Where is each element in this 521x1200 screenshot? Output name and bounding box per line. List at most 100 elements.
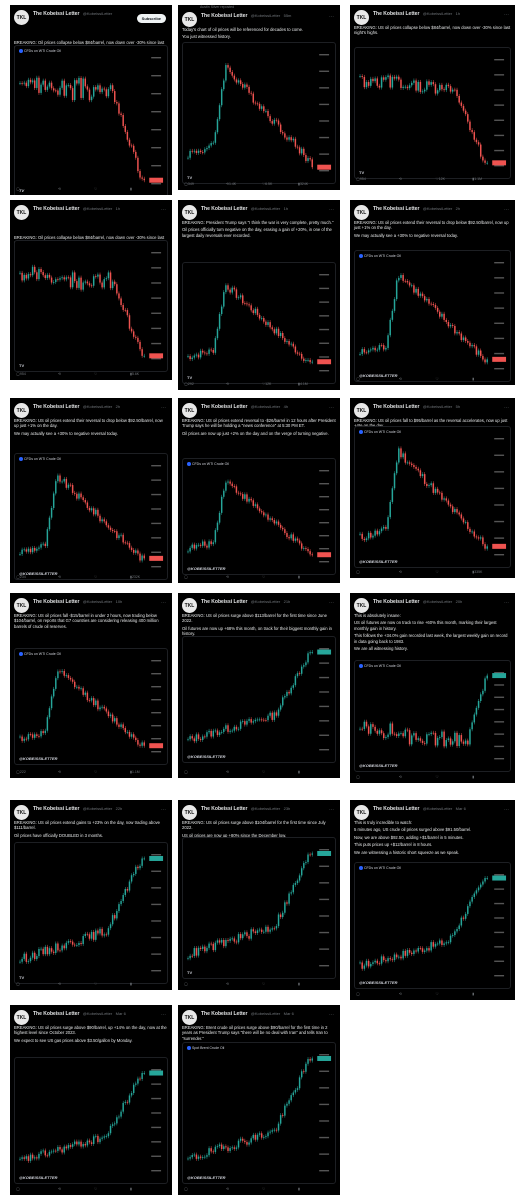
price-chart[interactable]: TV bbox=[182, 42, 336, 184]
more-icon[interactable]: ⋯ bbox=[329, 600, 334, 606]
reply-icon[interactable]: ◯ 292 bbox=[184, 382, 194, 386]
repost-icon[interactable]: ⟲ 1.4K bbox=[226, 182, 237, 186]
repost-icon[interactable]: ⟲ bbox=[398, 992, 402, 996]
avatar[interactable]: TKL bbox=[182, 403, 197, 418]
tweet-card[interactable]: TKL The Kobeissi Letter @KobeissiLetter … bbox=[350, 398, 515, 578]
price-chart[interactable]: CFDs on WTI Crude Oil TV bbox=[14, 45, 168, 195]
reply-icon[interactable]: ◯ 222 bbox=[16, 770, 26, 774]
reply-icon[interactable]: ◯ bbox=[16, 1187, 20, 1191]
repost-icon[interactable]: ⟲ bbox=[398, 775, 402, 779]
repost-icon[interactable]: ⟲ bbox=[58, 982, 61, 986]
repost-icon[interactable]: ⟲ bbox=[226, 1187, 229, 1191]
avatar[interactable]: TKL bbox=[182, 205, 197, 220]
author-name[interactable]: The Kobeissi Letter @KobeissiLetter 20h bbox=[373, 599, 463, 605]
reply-icon[interactable]: ◯ bbox=[184, 575, 188, 579]
like-icon[interactable]: ♡ bbox=[94, 372, 98, 376]
avatar[interactable]: TKL bbox=[182, 805, 197, 820]
author-name[interactable]: The Kobeissi Letter @KobeissiLetter 2h bbox=[33, 404, 121, 410]
price-chart[interactable]: CFDs on WTI Crude Oil @KOBEISSILETTER bbox=[354, 862, 511, 989]
tweet-card[interactable]: TKL The Kobeissi Letter @KobeissiLetter … bbox=[350, 800, 515, 1000]
author-name[interactable]: The Kobeissi Letter @KobeissiLetter 21h bbox=[201, 599, 291, 605]
more-icon[interactable]: ⋯ bbox=[504, 12, 509, 18]
tweet-card[interactable]: TKL The Kobeissi Letter @KobeissiLetter … bbox=[178, 1005, 340, 1195]
like-icon[interactable]: ♡ bbox=[94, 187, 98, 191]
reply-icon[interactable]: ◯ bbox=[356, 775, 360, 779]
reply-icon[interactable]: ◯ 234 bbox=[16, 575, 26, 579]
like-icon[interactable]: ♡ 12K bbox=[262, 382, 272, 386]
views-icon[interactable]: ▮ bbox=[130, 1187, 132, 1191]
author-name[interactable]: The Kobeissi Letter @KobeissiLetter 23h bbox=[201, 806, 291, 812]
more-icon[interactable]: ⋯ bbox=[329, 1012, 334, 1018]
price-chart[interactable]: TV bbox=[354, 47, 511, 179]
avatar[interactable]: TKL bbox=[14, 205, 29, 220]
reply-icon[interactable]: ◯ bbox=[356, 992, 360, 996]
tweet-card[interactable]: TKL The Kobeissi Letter @KobeissiLetter … bbox=[10, 200, 172, 380]
subscribe-button[interactable]: Subscribe bbox=[136, 14, 166, 23]
tweet-card[interactable]: TKL The Kobeissi Letter @KobeissiLetter … bbox=[178, 200, 340, 390]
price-chart[interactable]: CFDs on WTI Crude Oil @KOBEISSILETTER bbox=[354, 426, 511, 568]
reply-icon[interactable]: ◯ bbox=[16, 187, 20, 191]
reply-icon[interactable]: ◯ 954 bbox=[16, 372, 26, 376]
avatar[interactable]: TKL bbox=[182, 598, 197, 613]
avatar[interactable]: TKL bbox=[182, 12, 197, 27]
tweet-card[interactable]: TKL The Kobeissi Letter @KobeissiLetter … bbox=[178, 593, 340, 778]
reply-icon[interactable]: ◯ bbox=[184, 1187, 188, 1191]
price-chart[interactable]: CFDs on WTI Crude Oil @KOBEISSILETTER bbox=[354, 660, 511, 772]
author-name[interactable]: The Kobeissi Letter @KobeissiLetter Mar … bbox=[33, 1011, 126, 1017]
avatar[interactable]: TKL bbox=[354, 805, 369, 820]
views-icon[interactable]: ▮ bbox=[130, 187, 132, 191]
repost-icon[interactable]: ⟲ bbox=[58, 770, 61, 774]
like-icon[interactable]: ♡ bbox=[94, 982, 98, 986]
price-chart[interactable]: CFDs on WTI Crude Oil @KOBEISSILETTER bbox=[182, 458, 336, 575]
more-icon[interactable]: ⋯ bbox=[329, 405, 334, 411]
views-icon[interactable]: ▮ bbox=[472, 775, 475, 779]
reply-icon[interactable]: ◯ bbox=[356, 570, 360, 574]
author-name[interactable]: The Kobeissi Letter @KobeissiLetter 55m bbox=[201, 13, 292, 19]
more-icon[interactable]: ⋯ bbox=[329, 14, 334, 20]
more-icon[interactable]: ⋯ bbox=[161, 207, 166, 213]
reply-icon[interactable]: ◯ bbox=[356, 377, 360, 381]
author-name[interactable]: The Kobeissi Letter @KobeissiLetter 22h bbox=[33, 806, 123, 812]
reply-icon[interactable]: ◯ 954 bbox=[356, 177, 366, 181]
views-icon[interactable]: ▮ 1.1M bbox=[472, 177, 482, 181]
like-icon[interactable]: ♡ bbox=[94, 770, 98, 774]
views-icon[interactable]: ▮ 232K bbox=[130, 575, 141, 579]
views-icon[interactable]: ▮ 1.1M bbox=[130, 770, 140, 774]
like-icon[interactable]: ♡ 6.5K bbox=[262, 182, 273, 186]
author-name[interactable]: The Kobeissi Letter @KobeissiLetter 1h bbox=[373, 11, 461, 17]
views-icon[interactable]: ▮ 335K bbox=[472, 570, 483, 574]
repost-icon[interactable]: ⟲ bbox=[226, 382, 229, 386]
price-chart[interactable]: TV bbox=[182, 262, 336, 384]
avatar[interactable]: TKL bbox=[14, 598, 29, 613]
repost-icon[interactable]: ⟲ bbox=[58, 575, 61, 579]
like-icon[interactable]: ♡ bbox=[262, 982, 266, 986]
more-icon[interactable]: ⋯ bbox=[504, 207, 509, 213]
repost-icon[interactable]: ⟲ bbox=[58, 372, 61, 376]
tweet-card[interactable]: Austin Silver reposted TKL The Kobeissi … bbox=[178, 5, 340, 190]
price-chart[interactable]: CFDs on WTI Crude Oil @KOBEISSILETTER bbox=[14, 453, 168, 580]
more-icon[interactable]: ⋯ bbox=[161, 405, 166, 411]
avatar[interactable]: TKL bbox=[14, 10, 29, 25]
views-icon[interactable]: ▮ 4.1M bbox=[298, 382, 308, 386]
like-icon[interactable]: ♡ bbox=[94, 1187, 98, 1191]
tweet-card[interactable]: TKL The Kobeissi Letter @KobeissiLetter … bbox=[350, 200, 515, 385]
views-icon[interactable]: ▮ bbox=[298, 982, 300, 986]
author-name[interactable]: The Kobeissi Letter @KobeissiLetter 1h bbox=[201, 206, 289, 212]
tweet-card[interactable]: TKL The Kobeissi Letter @KobeissiLetter … bbox=[178, 398, 340, 583]
repost-icon[interactable]: ⟲ bbox=[226, 770, 229, 774]
author-name[interactable]: The Kobeissi Letter @KobeissiLetter Mar … bbox=[373, 806, 466, 812]
more-icon[interactable]: ⋯ bbox=[329, 207, 334, 213]
repost-icon[interactable]: ⟲ bbox=[58, 1187, 61, 1191]
author-name[interactable]: The Kobeissi Letter @KobeissiLetter 4h bbox=[201, 404, 289, 410]
avatar[interactable]: TKL bbox=[182, 1010, 197, 1025]
tweet-card[interactable]: TKL The Kobeissi Letter @KobeissiLetter … bbox=[10, 593, 172, 778]
views-icon[interactable]: ▮ bbox=[130, 982, 132, 986]
like-icon[interactable]: ♡ bbox=[262, 1187, 266, 1191]
avatar[interactable]: TKL bbox=[354, 403, 369, 418]
author-name[interactable]: The Kobeissi Letter @KobeissiLetter bbox=[33, 11, 113, 17]
more-icon[interactable]: ⋯ bbox=[504, 807, 509, 813]
like-icon[interactable]: ♡ bbox=[435, 377, 439, 381]
reply-icon[interactable]: ◯ bbox=[184, 982, 188, 986]
author-name[interactable]: The Kobeissi Letter @KobeissiLetter 1h bbox=[33, 206, 121, 212]
repost-icon[interactable]: ⟲ bbox=[226, 982, 229, 986]
